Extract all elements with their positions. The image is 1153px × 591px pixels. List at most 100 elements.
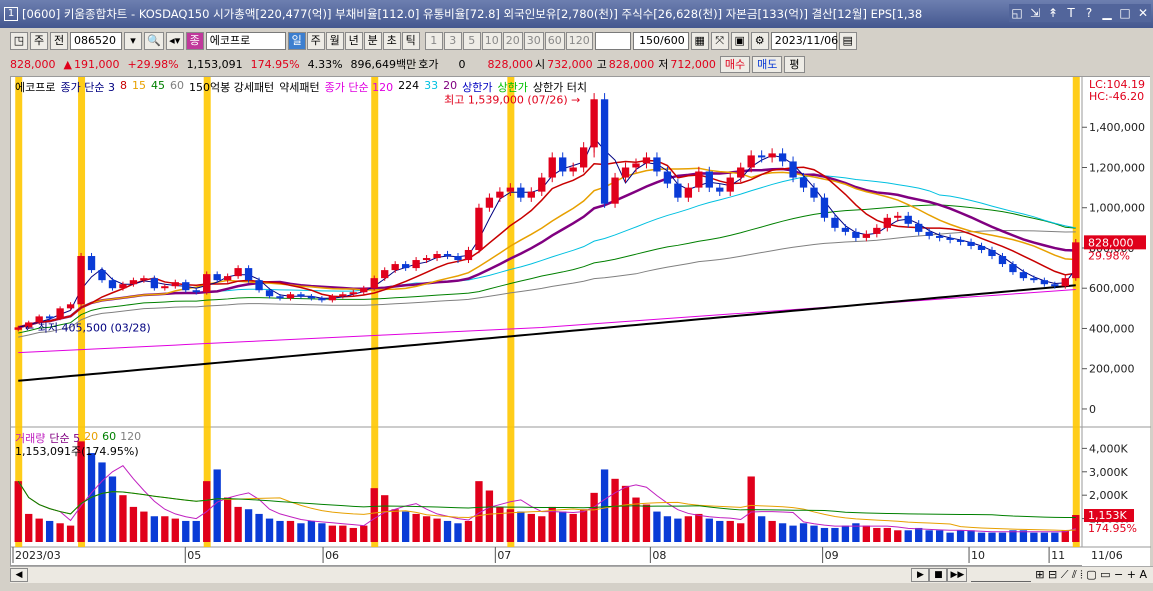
volume-bar: [726, 520, 734, 542]
open-value: 732,000: [547, 57, 593, 71]
play-icon[interactable]: ▶▶: [947, 568, 968, 582]
legend-item-12[interactable]: 상한가: [462, 81, 493, 94]
candle-body: [223, 276, 232, 281]
bid-value: 828,000: [487, 57, 534, 71]
period-tab-월[interactable]: 월: [325, 32, 344, 50]
window-control-3[interactable]: T: [1067, 6, 1075, 20]
interval-tab-60[interactable]: 60: [544, 32, 565, 50]
volume-ma20: 20: [84, 430, 99, 443]
buy-button[interactable]: 매수: [719, 55, 751, 73]
volume-bar: [454, 523, 462, 542]
eval-button[interactable]: 평: [784, 55, 805, 73]
window-control-2[interactable]: ↟: [1047, 6, 1059, 20]
stock-name-field[interactable]: 에코프로: [205, 32, 286, 50]
volume-bar: [234, 506, 242, 542]
market-badge: 종: [185, 32, 204, 50]
period-tab-분[interactable]: 분: [363, 32, 382, 50]
window-control-5[interactable]: ▁: [1102, 6, 1112, 20]
interval-tab-3[interactable]: 3: [443, 32, 462, 50]
period-tab-주[interactable]: 주: [306, 32, 325, 50]
legend-item-14[interactable]: 상한가 터치: [532, 81, 587, 94]
zoom-slider[interactable]: [971, 568, 1032, 582]
window-control-4[interactable]: ?: [1085, 6, 1093, 20]
volume-bar: [401, 511, 410, 542]
low-value: 712,000: [670, 57, 716, 71]
legend-item-9[interactable]: 224: [398, 79, 420, 92]
speaker-icon[interactable]: ◂▾: [165, 32, 184, 50]
date-label: 2023/03: [15, 549, 61, 562]
save-icon[interactable]: ▣: [730, 32, 749, 50]
limit-up-highlight: [15, 77, 23, 547]
legend-item-7[interactable]: 약세패턴: [279, 81, 320, 94]
legend-item-13[interactable]: 상한가: [497, 81, 528, 94]
candle-body: [988, 249, 996, 257]
calendar-icon[interactable]: ▤: [838, 32, 857, 50]
window-control-7[interactable]: ✕: [1137, 6, 1149, 20]
volume-ma120: 120: [120, 430, 142, 443]
last-volume-label: 1,153K: [1088, 509, 1127, 522]
interval-tab-20[interactable]: 20: [502, 32, 523, 50]
legend-item-11[interactable]: 20: [443, 79, 458, 92]
scroll-right-icon[interactable]: ▶: [911, 568, 930, 582]
sell-button[interactable]: 매도: [752, 55, 783, 73]
legend-item-0[interactable]: 에코프로: [15, 81, 56, 94]
candle-body: [946, 237, 954, 240]
window-control-6[interactable]: □: [1119, 6, 1131, 20]
legend-item-10[interactable]: 33: [424, 79, 439, 92]
interval-input[interactable]: [594, 32, 631, 50]
dropdown-icon[interactable]: ▾: [124, 32, 142, 50]
chart-scrollbar[interactable]: ◀ ▶ ■ ▶▶ ⊞ ⊟ ⟋ ⫽ ⦙ ▢ ▭ − + A: [10, 566, 1153, 583]
interval-tab-30[interactable]: 30: [523, 32, 544, 50]
zoom-tools[interactable]: ⊞ ⊟ ⟋ ⫽ ⦙ ▢ ▭ − + A: [1035, 568, 1147, 581]
interval-tab-5[interactable]: 5: [462, 32, 481, 50]
ma15-line: [18, 167, 1076, 329]
count-field[interactable]: 150/600: [632, 32, 689, 50]
interval-tab-120[interactable]: 120: [565, 32, 593, 50]
scroll-left-icon[interactable]: ◀: [10, 568, 28, 582]
period-tab-일[interactable]: 일: [287, 32, 306, 50]
tool-icon[interactable]: ⤧: [710, 32, 729, 50]
legend-item-2[interactable]: 8: [119, 79, 127, 92]
candle-body: [737, 167, 745, 178]
window-control-0[interactable]: ◱: [1011, 6, 1023, 20]
price-tick-label: 200,000: [1089, 363, 1135, 376]
legend-item-3[interactable]: 15: [131, 79, 146, 92]
candle-body: [297, 294, 305, 297]
legend-item-8[interactable]: 종가 단순 120: [324, 81, 394, 94]
hoga-label: 호가: [418, 58, 439, 71]
legend-item-1[interactable]: 종가 단순 3: [60, 81, 115, 94]
window-control-1[interactable]: ⇲: [1029, 6, 1041, 20]
period-select[interactable]: 주: [30, 32, 48, 50]
legend-item-6[interactable]: 150억봉 강세패턴: [188, 81, 275, 94]
stop-icon[interactable]: ■: [929, 568, 948, 582]
chart-type-icon[interactable]: ◳: [10, 32, 28, 50]
candle-body: [695, 171, 703, 188]
interval-tab-10[interactable]: 10: [481, 32, 502, 50]
prev-button[interactable]: 전: [50, 32, 68, 50]
search-icon[interactable]: 🔍: [144, 32, 164, 50]
candle-body: [454, 256, 462, 261]
date-field[interactable]: 2023/11/06: [770, 32, 838, 50]
period-tab-틱[interactable]: 틱: [401, 32, 420, 50]
chart-area[interactable]: 1,400,0001,200,0001,000,000800,000600,00…: [10, 76, 1151, 567]
volume-bar: [705, 518, 713, 542]
legend-item-5[interactable]: 60: [169, 79, 184, 92]
interval-tab-1[interactable]: 1: [424, 32, 443, 50]
legend-item-4[interactable]: 45: [150, 79, 165, 92]
min-note: ← 최저 405,500 (03/28): [25, 321, 151, 334]
last-price-box: [1084, 235, 1146, 250]
volume-bar: [464, 520, 473, 542]
price-tick-label: 0: [1089, 403, 1096, 416]
period-tab-년[interactable]: 년: [344, 32, 363, 50]
grid-icon[interactable]: ▦: [690, 32, 709, 50]
candle-body: [14, 327, 22, 330]
last-rate-label: 29.98%: [1088, 249, 1130, 262]
stock-code-input[interactable]: 086520: [70, 32, 122, 50]
period-tab-초[interactable]: 초: [382, 32, 401, 50]
candle-body: [674, 183, 682, 198]
gear-icon[interactable]: ⚙: [750, 32, 769, 50]
volume-bar: [286, 520, 295, 542]
volume-bar: [810, 525, 818, 542]
vol-ma5-line: [17, 465, 1076, 533]
volume-bar: [956, 530, 965, 542]
